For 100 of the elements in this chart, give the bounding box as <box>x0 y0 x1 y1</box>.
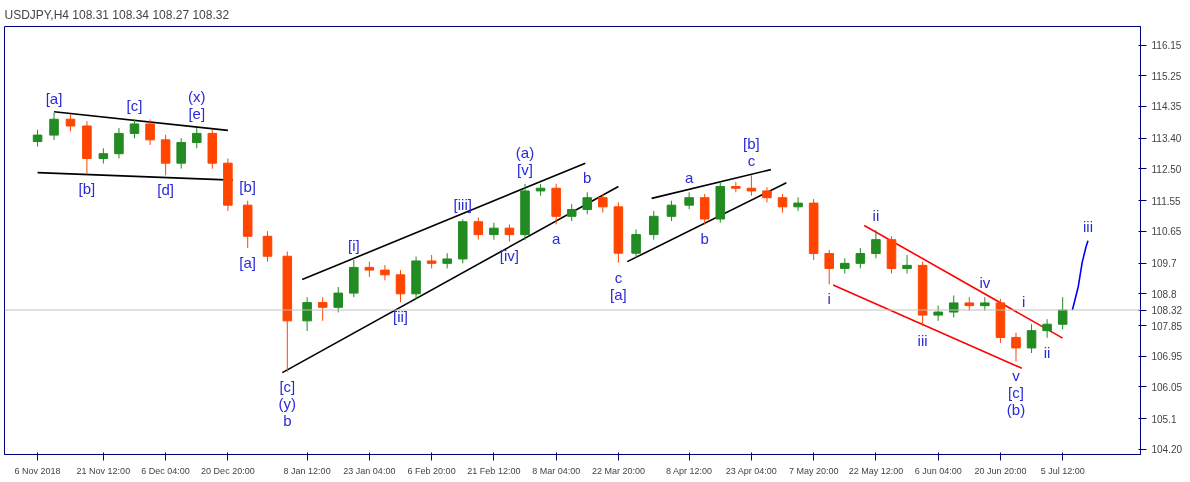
candlestick <box>129 119 140 139</box>
candlestick <box>699 193 710 225</box>
annotation: [iii] <box>453 196 472 214</box>
annotation: [b] <box>743 135 760 153</box>
annotation: b <box>583 169 592 187</box>
annotation: [ii] <box>393 308 408 326</box>
candlestick <box>631 229 641 259</box>
candlestick <box>1057 296 1068 330</box>
y-tick-label: 109.7 <box>1151 258 1177 270</box>
x-tick-label: 23 Apr 04:00 <box>725 465 777 476</box>
x-tick-label: 23 Jan 04:00 <box>343 465 396 476</box>
candlestick <box>317 296 328 322</box>
x-tick-label: 6 Nov 2018 <box>14 465 61 476</box>
candlestick <box>302 296 312 332</box>
annotation: (y) <box>278 394 297 412</box>
y-tick-label: 107.85 <box>1151 320 1183 332</box>
line-series <box>1071 239 1089 311</box>
candlestick <box>980 296 990 312</box>
x-tick-label: 8 Jan 12:00 <box>283 465 331 476</box>
x-tick-label: 20 Dec 20:00 <box>201 465 255 476</box>
candlestick <box>777 193 788 214</box>
candlestick <box>1042 318 1052 339</box>
candlestick <box>49 112 59 141</box>
candlestick <box>855 247 866 269</box>
annotation: [iv] <box>499 247 520 265</box>
candlestick <box>762 186 772 203</box>
y-tick-label: 108.8 <box>1151 288 1177 300</box>
candlestick <box>1011 332 1021 362</box>
x-tick-label: 6 Dec 04:00 <box>141 465 190 476</box>
x-tick-label: 8 Mar 04:00 <box>532 465 581 476</box>
x-tick-label: 22 May 12:00 <box>848 465 904 476</box>
candlestick <box>395 269 406 303</box>
y-tick-label: 115.25 <box>1151 70 1182 82</box>
annotation: [a] <box>239 254 257 272</box>
annotation: [e] <box>188 105 206 122</box>
x-tick-label: 21 Nov 12:00 <box>76 465 131 476</box>
y-tick-label: 111.55 <box>1151 195 1182 207</box>
annotation: (b) <box>1006 401 1026 419</box>
candlestick <box>598 193 608 214</box>
x-tick-label: 6 Jun 04:00 <box>914 465 962 476</box>
candlestick <box>1026 323 1037 354</box>
candlestick <box>871 229 881 259</box>
candlestick <box>824 249 834 285</box>
x-tick-label: 21 Feb 12:00 <box>467 465 521 476</box>
x-tick-label: 6 Feb 20:00 <box>407 465 456 476</box>
annotation: i <box>1022 293 1026 311</box>
candlestick <box>746 174 757 197</box>
y-tick-label: 105.1 <box>1151 413 1177 425</box>
annotation: ii <box>1043 343 1051 361</box>
annotation: [a] <box>610 285 627 303</box>
annotation: [v] <box>517 160 533 178</box>
chart-title: USDJPY,H4 108.31 108.34 108.27 108.32 <box>4 7 230 22</box>
y-tick-label: 116.15 <box>1151 40 1182 52</box>
annotation: a <box>684 169 694 187</box>
x-tick-label: 5 Jul 12:00 <box>1040 465 1085 476</box>
candlestick <box>902 254 912 274</box>
annotation: (x) <box>188 88 206 105</box>
annotation: ii <box>872 207 880 225</box>
candlestick <box>145 119 155 146</box>
annotation: iii <box>917 331 928 349</box>
annotation: iii <box>1082 217 1093 235</box>
candlestick <box>262 230 273 263</box>
y-tick-label: 114.35 <box>1151 101 1182 113</box>
annotation: i <box>827 290 831 308</box>
candlestick <box>380 264 390 281</box>
candlestick <box>176 137 186 170</box>
candlestick <box>666 200 677 222</box>
candlestick <box>473 217 484 241</box>
y-tick-label: 106.95 <box>1151 351 1183 363</box>
candlestick <box>489 222 499 241</box>
x-tick-label: 7 May 20:00 <box>788 465 839 476</box>
annotation: b <box>700 230 709 248</box>
candlestick <box>793 196 803 212</box>
candlestick <box>684 191 694 210</box>
y-tick-label: 106.05 <box>1151 381 1183 393</box>
annotation: [c] <box>126 96 143 114</box>
annotation: [a] <box>45 89 63 107</box>
annotation: [c] <box>1008 384 1024 402</box>
y-tick-label: 112.50 <box>1151 163 1182 175</box>
x-tick-label: 8 Apr 12:00 <box>665 465 712 476</box>
annotation: c <box>614 268 623 286</box>
annotation: [d] <box>157 181 174 199</box>
candlestick <box>648 210 659 241</box>
annotation: [b] <box>78 179 96 197</box>
candlestick <box>191 127 202 149</box>
annotation: (a) <box>515 143 535 161</box>
x-tick-label: 20 Jun 20:00 <box>974 465 1027 476</box>
annotation: [c] <box>279 377 296 395</box>
x-tick-label: 22 Mar 20:00 <box>591 465 645 476</box>
annotation: iv <box>979 274 991 292</box>
annotation: v <box>1012 367 1021 385</box>
y-tick-label: 113.40 <box>1151 133 1182 145</box>
annotation: c <box>747 152 756 170</box>
annotation: b <box>283 411 292 429</box>
ref-line-label: 108.32 <box>1151 305 1183 317</box>
annotation: a <box>551 230 561 248</box>
candlestick <box>333 286 344 313</box>
candlestick <box>114 127 124 159</box>
y-tick-label: 104.20 <box>1151 444 1183 456</box>
annotation: [i] <box>347 236 360 254</box>
